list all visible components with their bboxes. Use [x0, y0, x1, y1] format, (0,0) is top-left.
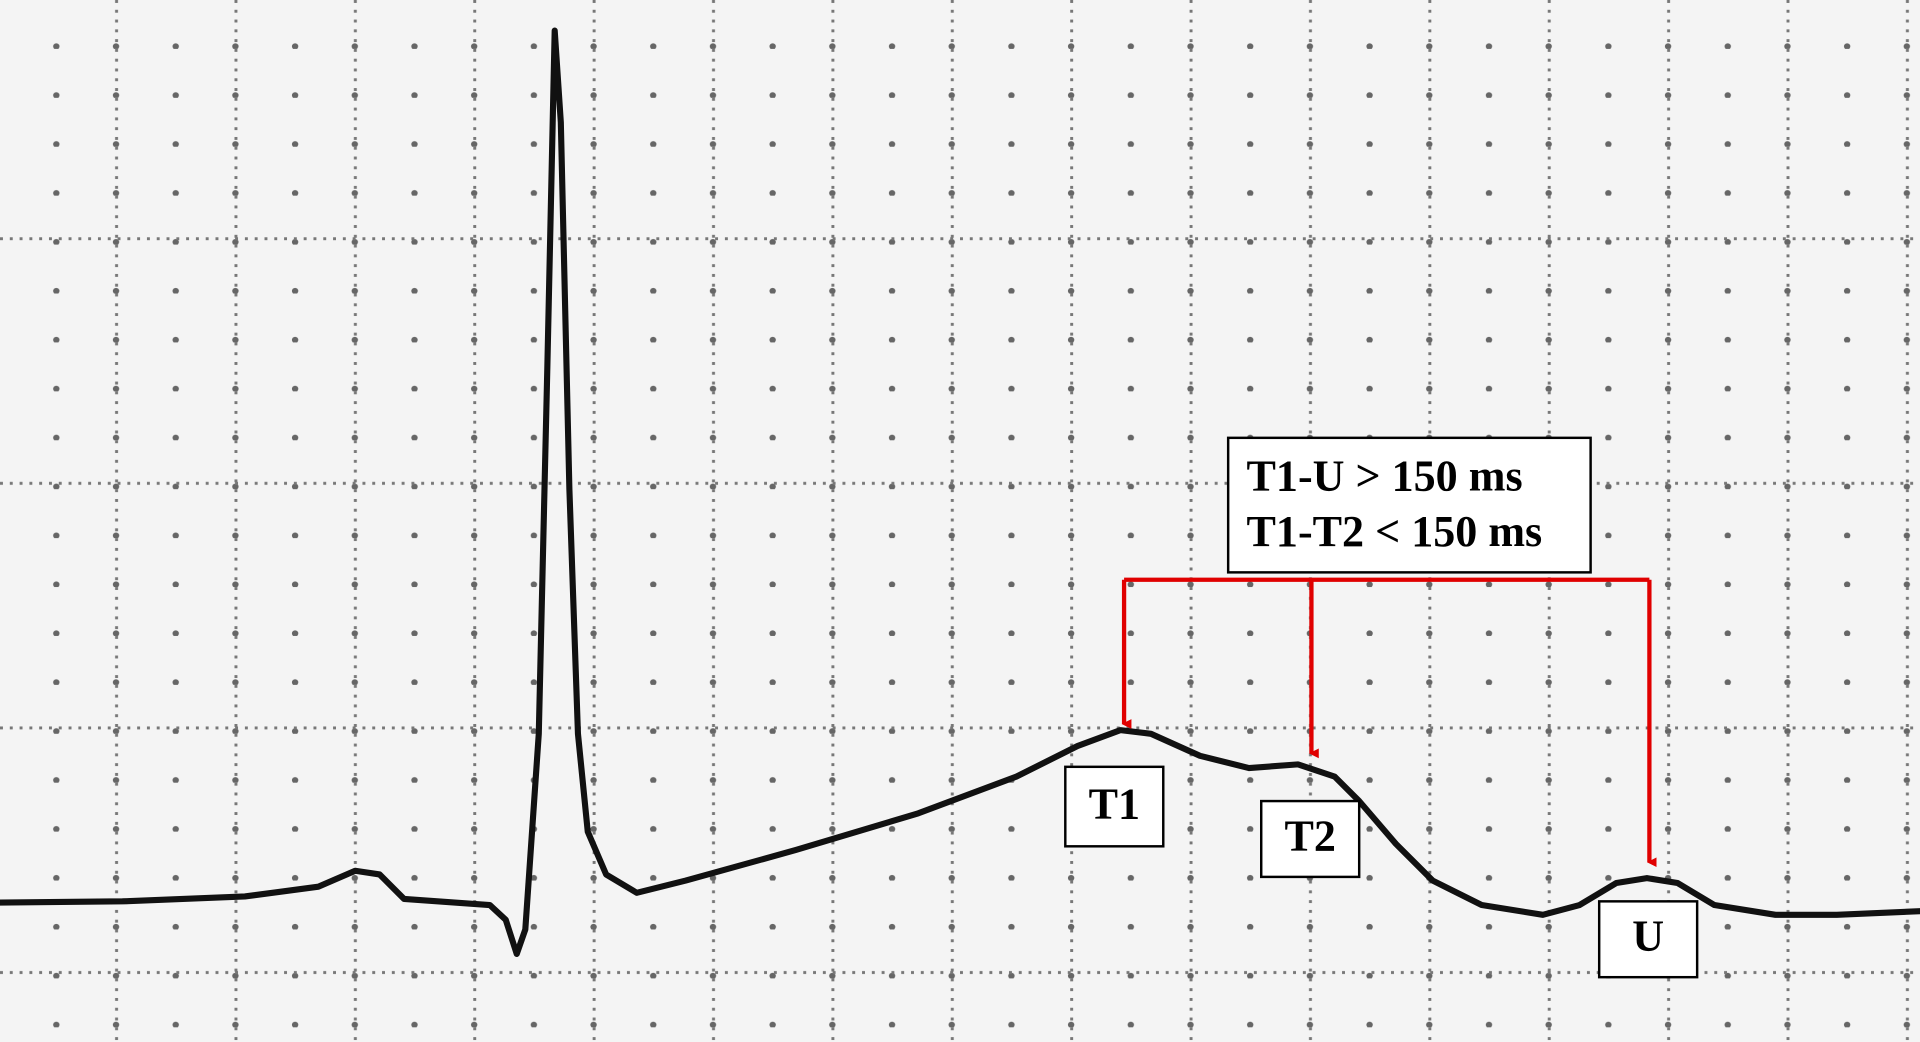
annotation-line: T1-U > 150 ms: [1247, 452, 1523, 501]
red-brackets: [1121, 577, 1657, 868]
wave-label: T1: [1089, 780, 1140, 829]
wave-label: U: [1632, 912, 1664, 961]
wave-label: T2: [1284, 811, 1335, 860]
label-box: [1064, 765, 1165, 848]
label-box: [1597, 900, 1699, 979]
annotation-line: T1-T2 < 150 ms: [1247, 507, 1543, 556]
label-box: [1260, 799, 1361, 879]
annotation-box: [1226, 436, 1592, 574]
ecg-trace: [0, 27, 1920, 958]
